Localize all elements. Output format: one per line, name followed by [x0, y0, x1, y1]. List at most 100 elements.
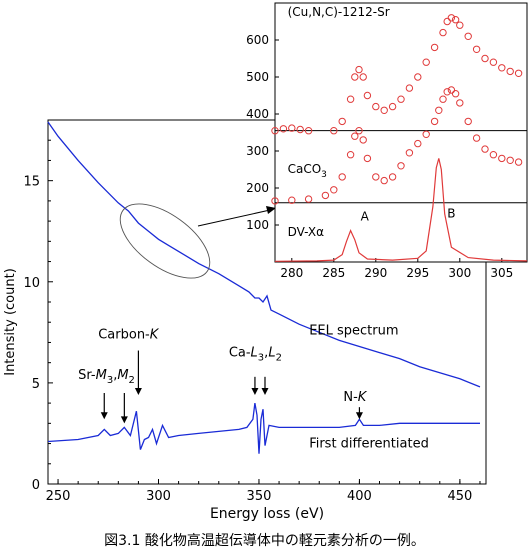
inset-point-caco3	[397, 162, 405, 170]
inset-x-tick-label: 285	[322, 266, 345, 280]
inset-point-caco3	[447, 86, 456, 94]
annotation-label: EEL spectrum	[309, 323, 398, 338]
inset-point-caco3	[355, 127, 363, 135]
inset-point-caco3	[359, 136, 367, 144]
inset-point-caco3	[481, 145, 489, 153]
inset-point-caco3	[435, 106, 443, 115]
zoom-arrow-shaft	[197, 209, 271, 227]
arrow-head	[261, 388, 269, 396]
inset-point-cunc	[330, 127, 338, 135]
inset-point-caco3	[498, 154, 506, 163]
inset-point-cunc	[296, 125, 304, 134]
inset-label: CaCO3	[288, 162, 327, 180]
inset-point-cunc	[456, 21, 464, 29]
inset-point-cunc	[355, 65, 363, 74]
inset-point-caco3	[422, 130, 430, 139]
annotation-label: Sr-M3,M2	[78, 368, 135, 386]
inset-point-caco3	[388, 173, 397, 181]
inset-point-cunc	[443, 17, 451, 26]
inset-x-tick-label: 300	[448, 266, 471, 280]
zoom-callout	[119, 203, 276, 279]
inset-y-tick-label: 600	[246, 33, 269, 47]
inset-point-caco3	[288, 196, 296, 204]
inset-y-tick-label: 300	[246, 144, 269, 158]
x-tick-label: 300	[146, 489, 171, 504]
inset-point-cunc	[414, 73, 422, 81]
inset-point-caco3	[489, 151, 498, 159]
inset-y-tick-label: 200	[246, 181, 269, 195]
inset-point-cunc	[430, 43, 439, 52]
inset-point-cunc	[489, 58, 498, 66]
annotation-label: Carbon-K	[98, 327, 160, 342]
y-tick-label: 15	[23, 175, 40, 190]
y-tick-label: 5	[32, 377, 40, 392]
inset-point-caco3	[464, 117, 472, 126]
inset-label: A	[361, 210, 370, 224]
zoom-ellipse	[119, 203, 211, 279]
inset-point-cunc	[498, 64, 506, 72]
inset-point-cunc	[372, 102, 380, 111]
inset-y-tick-label: 100	[246, 218, 269, 232]
inset-x-tick-label: 305	[490, 266, 513, 280]
inset-point-cunc	[472, 45, 481, 53]
x-axis-label: Energy loss (eV)	[210, 506, 324, 522]
inset-point-cunc	[351, 73, 359, 81]
inset-point-cunc	[304, 127, 313, 135]
figure-caption: 図3.1 酸化物高温超伝導体中の軽元素分析の一例。	[104, 533, 425, 549]
inset-point-cunc	[451, 16, 460, 24]
inset-point-cunc	[514, 69, 523, 78]
inset-point-caco3	[456, 99, 464, 107]
inset-y-tick-label: 400	[246, 107, 269, 121]
inset-line-dvxa	[274, 158, 528, 262]
x-tick-label: 400	[347, 489, 372, 504]
inset-point-caco3	[430, 117, 439, 126]
y-axis-label: Intensity (count)	[3, 268, 18, 376]
y-tick-label: 0	[32, 478, 40, 493]
inset-x-tick-label: 280	[280, 266, 303, 280]
inset-x-tick-label: 290	[364, 266, 387, 280]
inset-point-cunc	[506, 67, 514, 76]
y-tick-label: 10	[23, 276, 40, 291]
inset-point-cunc	[405, 84, 414, 92]
inset-point-cunc	[388, 102, 397, 111]
inset-point-cunc	[439, 28, 447, 37]
inset-point-cunc	[338, 117, 346, 126]
inset-y-tick-label: 500	[246, 70, 269, 84]
arrow-head	[355, 412, 363, 420]
inset-point-cunc	[397, 95, 405, 103]
main-chart: 250 300 350 400 450 0 5 10 15 Energy loss (eV) Int…	[3, 119, 487, 522]
x-tick-label: 350	[247, 489, 272, 504]
arrow-head	[134, 388, 142, 396]
inset-point-caco3	[271, 197, 279, 205]
inset-point-cunc	[359, 73, 367, 81]
inset-point-caco3	[372, 173, 380, 181]
x-tick-label: 450	[447, 489, 472, 504]
inset-x-tick-label: 295	[406, 266, 429, 280]
inset-point-cunc	[271, 127, 279, 135]
inset-point-caco3	[330, 186, 338, 194]
inset-point-cunc	[447, 14, 456, 22]
inset-point-cunc	[346, 95, 355, 103]
zoom-arrow-head	[266, 206, 276, 214]
inset-point-caco3	[363, 154, 372, 163]
inset-frame	[274, 2, 528, 263]
inset-point-cunc	[380, 106, 388, 115]
inset-label: (Cu,N,C)-1212-Sr	[288, 5, 390, 19]
annotation-label: Ca-L3,L2	[229, 346, 282, 364]
inset-point-cunc	[422, 58, 430, 66]
inset-point-cunc	[363, 91, 372, 100]
inset-point-caco3	[304, 195, 313, 203]
inset-point-cunc	[288, 124, 296, 132]
inset-point-caco3	[338, 173, 346, 181]
inset-point-caco3	[451, 90, 460, 98]
inset-point-caco3	[414, 139, 422, 148]
inset-point-caco3	[321, 191, 330, 200]
inset-point-cunc	[279, 125, 288, 133]
inset-point-caco3	[405, 149, 414, 157]
inset-point-cunc	[481, 54, 489, 63]
inset-label: DV-Xα	[288, 225, 324, 239]
annotation-label: N-K	[343, 390, 367, 405]
series-line-eel-spectrum	[47, 121, 481, 388]
inset-chart: 280 285 290 295 300 305 100 200 300 400 500 600 (Cu,…	[246, 2, 528, 280]
